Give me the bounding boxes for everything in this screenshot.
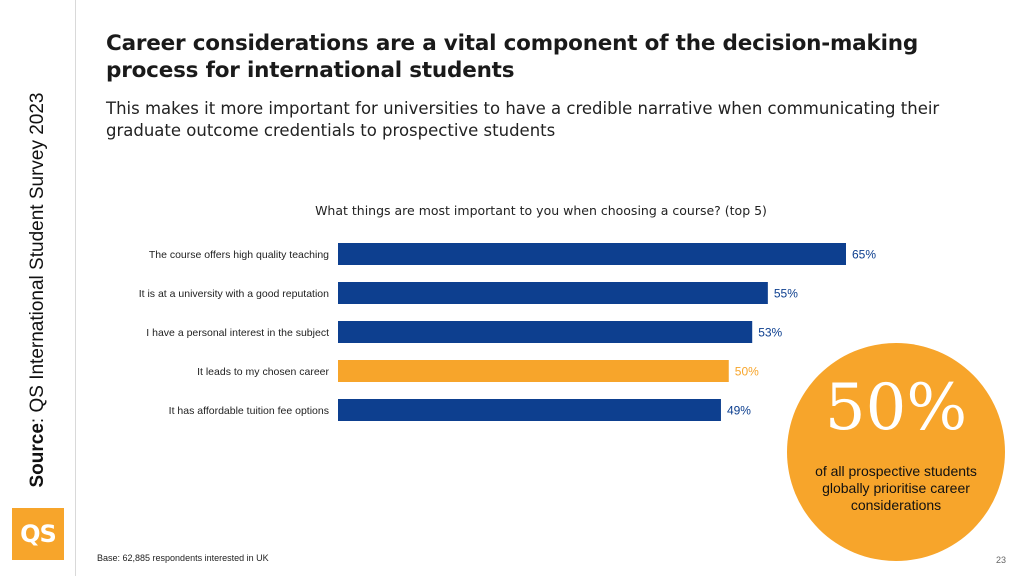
category-label: It is at a university with a good reputa… [139,288,329,300]
bar [338,321,753,343]
bar [338,282,768,304]
highlight-callout: 50% of all prospective students globally… [787,343,1005,561]
page-title: Career considerations are a vital compon… [106,31,919,83]
category-label: It has affordable tuition fee options [169,405,329,417]
category-label: I have a personal interest in the subjec… [146,327,329,339]
callout-text: of all prospective students globally pri… [815,463,977,513]
category-label: It leads to my chosen career [197,366,329,378]
source-value: : QS International Student Survey 2023 [27,92,48,424]
chart-title: What things are most important to you wh… [315,203,767,218]
bar [338,360,729,382]
page-subtitle: This makes it more important for univers… [106,99,940,140]
bar-chart: What things are most important to you wh… [90,195,900,445]
bar-chart-svg: What things are most important to you wh… [139,203,876,421]
base-note: Base: 62,885 respondents interested in U… [97,553,269,563]
qs-logo: QS [12,508,64,560]
value-label: 65% [852,248,876,262]
source-label: Source [27,423,48,488]
side-panel: Source: QS International Student Survey … [0,0,76,576]
value-label: 50% [735,365,759,379]
page-number: 23 [996,555,1007,565]
value-label: 49% [727,404,751,418]
category-label: The course offers high quality teaching [149,249,329,261]
value-label: 53% [758,326,782,340]
value-label: 55% [774,287,798,301]
callout-value: 50% [824,371,968,445]
source-citation: Source: QS International Student Survey … [27,92,49,487]
bar [338,399,721,421]
bar [338,243,846,265]
